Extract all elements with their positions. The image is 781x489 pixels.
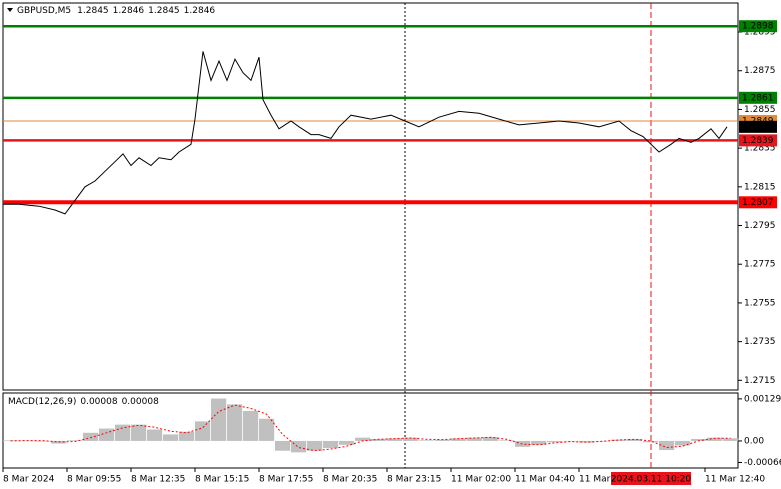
signal-line (10, 404, 731, 452)
histogram-bar (563, 440, 579, 442)
ohlc: 1.2845 (77, 6, 109, 16)
level-label-box (739, 91, 777, 104)
last-price-label: 1.2846 (742, 122, 774, 132)
histogram-bar (195, 421, 211, 441)
x-tick-label: 11 Mar 02:00 (451, 475, 511, 485)
histogram-bar (387, 438, 403, 441)
histogram-bar (547, 440, 563, 443)
histogram-bar (211, 398, 227, 441)
level-label: 1.2898 (742, 22, 774, 32)
macd-frame (2, 392, 739, 469)
symbol: GBPUSD,M5 (17, 6, 71, 16)
x-tick-label: 11 Mar 12:40 (705, 475, 765, 485)
x-tick-label: 8 Mar 12:35 (131, 475, 185, 485)
histogram-bar (131, 424, 147, 441)
y-tick-label: 1.2755 (744, 298, 776, 308)
histogram-bar (451, 438, 467, 441)
histogram-bar (147, 429, 163, 441)
histogram-bar (307, 440, 323, 451)
histogram-bar (723, 438, 739, 441)
ohlc: 1.2846 (184, 6, 216, 16)
histogram-bar (243, 410, 259, 441)
histogram-bar (371, 438, 387, 441)
y-tick-label: 1.2875 (744, 66, 776, 76)
histogram-bar (115, 424, 131, 441)
histogram-bar (675, 440, 691, 446)
x-tick-label: 11 Mar (579, 475, 611, 485)
histogram-bar (595, 440, 611, 442)
histogram-bar (483, 437, 499, 441)
x-tick-label: 11 Mar 04:40 (515, 475, 575, 485)
x-tick-label: 8 Mar 17:55 (259, 475, 313, 485)
y-tick-label: -0.00066 (744, 458, 781, 468)
histogram-bar (435, 439, 451, 441)
level-label-box (739, 20, 777, 33)
histogram-bar (355, 437, 371, 441)
x-tick-label: 8 Mar 20:35 (323, 475, 377, 485)
histogram-bar (323, 440, 339, 449)
cursor-label-box (611, 472, 691, 485)
last-price-box (739, 120, 777, 133)
histogram-bar (291, 440, 307, 453)
x-tick-label: 8 Mar 2024 (3, 475, 55, 485)
menu-icon (7, 8, 13, 12)
y-tick-label: 0.00129 (744, 394, 781, 404)
indicator: MACD(12,26,9) (8, 397, 76, 407)
y-tick-label: 1.2895 (744, 28, 776, 38)
y-tick-label: 0.00 (744, 436, 764, 446)
y-tick-label: 1.2855 (744, 105, 776, 115)
histogram-bar (467, 437, 483, 441)
histogram-bar (35, 440, 51, 442)
price-line (3, 51, 728, 215)
histogram-bar (499, 440, 515, 441)
histogram-bar (339, 440, 355, 445)
histogram-bar (403, 437, 419, 441)
x-tick-label: 8 Mar 23:15 (387, 475, 441, 485)
histogram-bar (643, 440, 659, 443)
histogram-bar (707, 437, 723, 441)
price-frame (2, 2, 739, 391)
level-label: 1.2861 (742, 93, 774, 103)
cursor-label: 2024.03.11 10:20 (611, 475, 692, 485)
histogram-bar (67, 440, 83, 441)
y-tick-label: 1.2795 (744, 221, 776, 231)
y-tick-label: 1.2735 (744, 337, 776, 347)
histogram-bar (579, 440, 595, 443)
histogram-bar (627, 438, 643, 441)
level-label-box (739, 134, 777, 147)
level-label-box (739, 196, 777, 209)
histogram-bar (531, 440, 547, 445)
ohlc: 1.2846 (113, 6, 145, 16)
histogram-bar (19, 440, 35, 442)
histogram-bar (611, 439, 627, 441)
price-title: GBPUSD,M5 1.2845 1.2846 1.2845 1.2846 (17, 6, 215, 16)
readout: 0.00008 (122, 397, 159, 407)
histogram-bar (259, 418, 275, 441)
y-tick-label: 1.2835 (744, 144, 776, 154)
level-label: 1.2839 (742, 136, 774, 146)
x-tick-label: 8 Mar 09:55 (67, 475, 121, 485)
histogram-bar (691, 438, 707, 441)
histogram-bar (227, 404, 243, 441)
level-label: 1.2807 (742, 198, 774, 208)
histogram-bar (99, 428, 115, 441)
ohlc: 1.2845 (148, 6, 180, 16)
macd-title: MACD(12,26,9) 0.00008 0.00008 (8, 397, 159, 407)
y-tick-label: 1.2815 (744, 182, 776, 192)
readout: 0.00008 (80, 397, 117, 407)
x-tick-label: 8 Mar 15:15 (195, 475, 249, 485)
histogram-bar (83, 432, 99, 441)
histogram-bar (659, 440, 675, 451)
y-tick-label: 1.2715 (744, 376, 776, 386)
y-tick-label: 1.2775 (744, 260, 776, 270)
histogram-bar (179, 431, 195, 441)
histogram-bar (419, 440, 435, 441)
histogram-bar (163, 434, 179, 441)
histogram-bar (275, 440, 291, 451)
histogram-bar (515, 440, 531, 447)
